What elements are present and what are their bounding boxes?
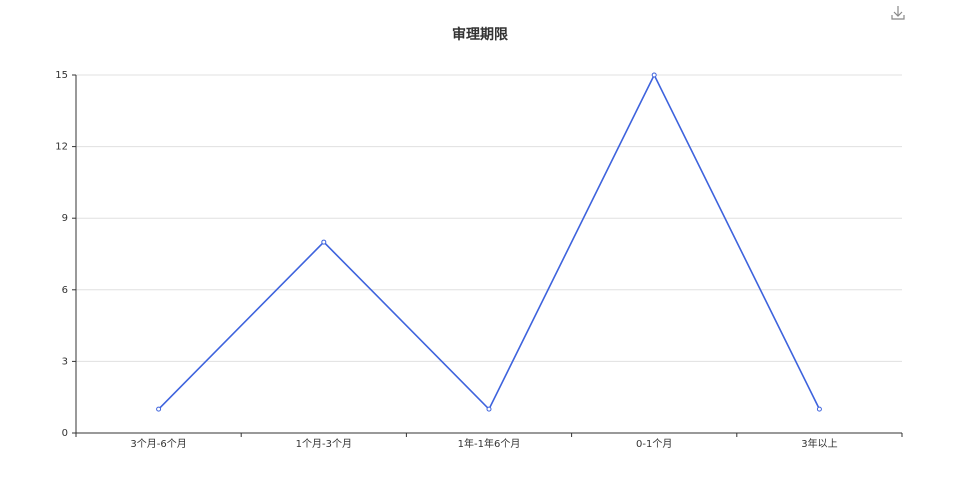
point (651, 72, 657, 78)
y-tick-label: 3 (62, 356, 68, 367)
y-tick-label: 0 (62, 428, 68, 439)
x-tick-label: 0-1个月 (636, 438, 672, 450)
chart-title: 审理期限 (452, 26, 508, 43)
y-tick-label: 12 (55, 142, 68, 153)
x-tick-label: 3个月-6个月 (130, 438, 186, 450)
x-tick-label: 1个月-3个月 (296, 438, 352, 450)
point (816, 406, 822, 412)
y-tick-label: 9 (62, 213, 68, 224)
y-tick-label: 6 (62, 285, 68, 296)
line (158, 73, 821, 411)
point (321, 239, 327, 245)
y-tick-label: 15 (55, 70, 68, 81)
download-icon[interactable] (891, 6, 905, 20)
point (486, 406, 492, 412)
x-tick-label: 1年-1年6个月 (458, 437, 521, 450)
point (156, 406, 162, 412)
x-tick-label: 3年以上 (801, 437, 837, 450)
